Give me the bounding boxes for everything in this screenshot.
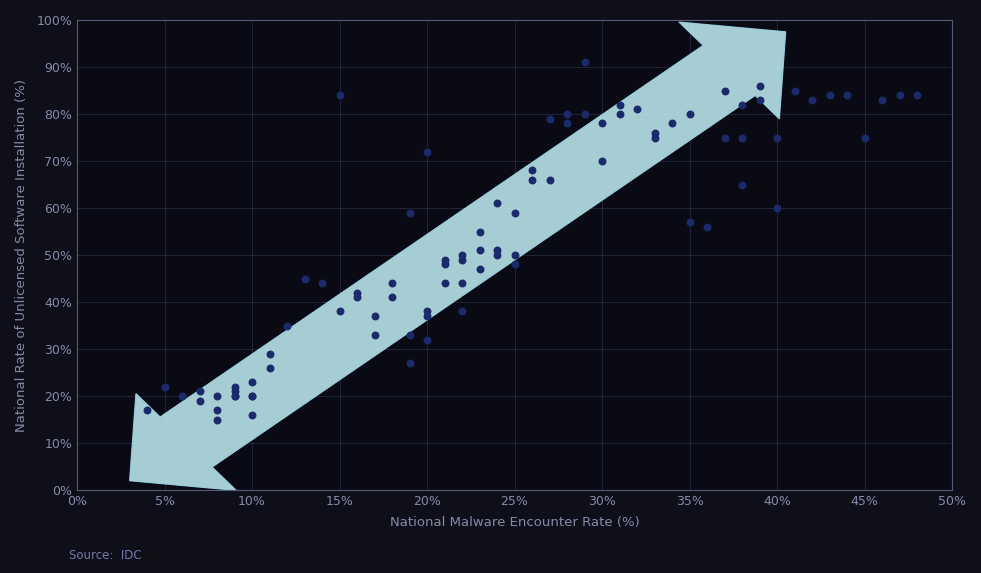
- Point: [874, 95, 890, 104]
- Point: [401, 208, 417, 217]
- Point: [332, 307, 347, 316]
- Polygon shape: [129, 22, 786, 490]
- Point: [209, 406, 225, 415]
- Point: [227, 391, 242, 401]
- Point: [682, 218, 697, 227]
- Point: [244, 378, 260, 387]
- Point: [437, 255, 452, 264]
- Point: [507, 208, 523, 217]
- Point: [349, 293, 365, 302]
- Point: [244, 410, 260, 419]
- Point: [909, 91, 925, 100]
- Point: [524, 166, 540, 175]
- Point: [594, 119, 610, 128]
- Point: [472, 265, 488, 274]
- Point: [367, 331, 383, 340]
- Point: [244, 391, 260, 401]
- Point: [892, 91, 907, 100]
- Point: [296, 274, 312, 283]
- Point: [244, 391, 260, 401]
- Point: [490, 246, 505, 255]
- Point: [822, 91, 838, 100]
- Point: [437, 260, 452, 269]
- Point: [419, 147, 435, 156]
- Point: [734, 180, 749, 189]
- Point: [262, 363, 278, 372]
- Point: [227, 387, 242, 396]
- Point: [209, 415, 225, 424]
- Point: [401, 359, 417, 368]
- Point: [314, 278, 330, 288]
- Point: [664, 119, 680, 128]
- Point: [682, 109, 697, 119]
- Point: [734, 100, 749, 109]
- Point: [419, 307, 435, 316]
- Point: [191, 397, 207, 406]
- Point: [577, 58, 593, 67]
- Point: [401, 331, 417, 340]
- Point: [454, 250, 470, 260]
- Point: [367, 312, 383, 321]
- Point: [437, 278, 452, 288]
- Point: [612, 100, 628, 109]
- Point: [472, 227, 488, 236]
- Point: [559, 109, 575, 119]
- Point: [751, 95, 767, 104]
- Point: [577, 109, 593, 119]
- Point: [559, 119, 575, 128]
- Point: [349, 288, 365, 297]
- Point: [139, 406, 155, 415]
- Point: [454, 278, 470, 288]
- Point: [751, 81, 767, 91]
- Point: [454, 255, 470, 264]
- Point: [490, 250, 505, 260]
- Point: [629, 105, 645, 114]
- Point: [804, 95, 820, 104]
- Point: [839, 91, 854, 100]
- Point: [472, 246, 488, 255]
- Point: [280, 321, 295, 330]
- Point: [332, 91, 347, 100]
- Point: [699, 222, 715, 231]
- Point: [490, 199, 505, 208]
- Point: [542, 175, 557, 185]
- Point: [507, 250, 523, 260]
- Point: [646, 128, 662, 138]
- Point: [157, 382, 173, 391]
- Point: [769, 203, 785, 213]
- Point: [734, 133, 749, 142]
- Text: Source:  IDC: Source: IDC: [69, 549, 141, 562]
- Point: [524, 175, 540, 185]
- Point: [769, 133, 785, 142]
- Point: [646, 133, 662, 142]
- Point: [262, 349, 278, 358]
- Point: [385, 278, 400, 288]
- Point: [191, 387, 207, 396]
- Point: [419, 335, 435, 344]
- Y-axis label: National Rate of Unlicensed Software Installation (%): National Rate of Unlicensed Software Ins…: [15, 79, 28, 431]
- Point: [787, 86, 802, 95]
- Point: [542, 114, 557, 123]
- Point: [175, 391, 190, 401]
- Point: [454, 307, 470, 316]
- Point: [227, 391, 242, 401]
- Point: [717, 86, 733, 95]
- Point: [419, 312, 435, 321]
- Point: [385, 293, 400, 302]
- Point: [856, 133, 872, 142]
- Point: [227, 382, 242, 391]
- X-axis label: National Malware Encounter Rate (%): National Malware Encounter Rate (%): [389, 516, 640, 529]
- Point: [507, 260, 523, 269]
- Point: [612, 109, 628, 119]
- Point: [594, 156, 610, 166]
- Point: [209, 391, 225, 401]
- Point: [717, 133, 733, 142]
